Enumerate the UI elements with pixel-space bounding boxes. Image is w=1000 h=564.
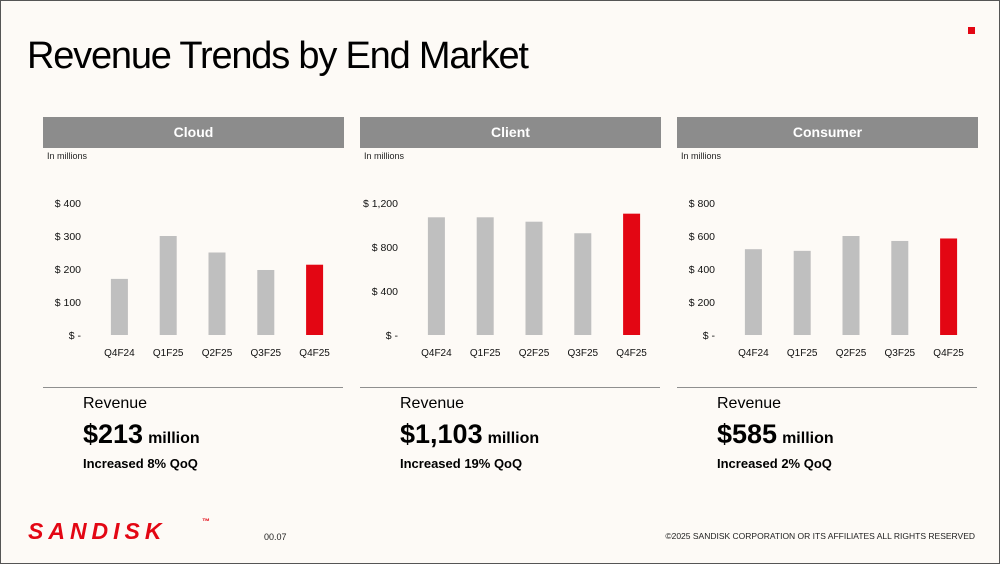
x-tick-label: Q1F25 [153, 348, 184, 359]
bar-chart-consumer: $ - $ 200 $ 400 $ 600 $ 800 Q4F24 Q1F25 Q2F25 Q3… [689, 198, 965, 359]
bar-q4f25 [306, 264, 324, 335]
y-tick-label: $ 400 [55, 198, 81, 210]
y-tick-label: $ - [69, 330, 82, 342]
bar-q4f25 [623, 213, 641, 335]
panel-consumer: Consumer In millions $ - $ 200 $ 400 $ 600 $… [677, 117, 978, 471]
bar-chart-client: $ - $ 400 $ 800 $ 1,200 Q4F24 Q1F25 Q2F25 Q3F25… [363, 198, 647, 359]
accent-square [968, 27, 975, 34]
revenue-unit: million [487, 430, 540, 447]
y-tick-label: $ 200 [689, 297, 715, 309]
revenue-value: $213 [83, 419, 144, 449]
panel-header: Cloud [43, 117, 344, 148]
sandisk-logo: SANDISK ™ [28, 517, 213, 544]
bar-q4f24 [427, 217, 445, 335]
units-label: In millions [681, 151, 722, 161]
y-tick-label: $ - [386, 330, 399, 342]
y-tick-label: $ 1,200 [363, 198, 398, 210]
revenue-label: Revenue [400, 395, 465, 412]
panel-cloud: Cloud In millions $ - $ 100 $ 200 $ 300 $ 40… [43, 117, 344, 471]
x-tick-label: Q4F24 [738, 348, 769, 359]
revenue-unit: million [782, 430, 834, 447]
revenue-value-row: $585 million [717, 420, 834, 453]
panel-client: Client In millions $ - $ 400 $ 800 $ 1,200 Q… [360, 117, 661, 471]
revenue-label: Revenue [83, 395, 148, 412]
x-tick-label: Q4F25 [933, 348, 964, 359]
x-tick-label: Q4F25 [299, 348, 330, 359]
panel-header: Client [360, 117, 661, 148]
x-tick-label: Q3F25 [885, 348, 916, 359]
page-number: 00.07 [264, 532, 287, 542]
x-tick-label: Q4F24 [104, 348, 135, 359]
trademark-symbol: ™ [202, 517, 210, 526]
logo-wordmark: SANDISK [28, 518, 167, 544]
bar-q4f24 [110, 278, 128, 335]
bar-q3f25 [574, 233, 592, 335]
bar-q3f25 [257, 269, 275, 335]
bar-chart-cloud: $ - $ 100 $ 200 $ 300 $ 400 Q4F24 Q1F25 Q2F25 Q3… [55, 198, 331, 359]
y-tick-label: $ 100 [55, 297, 81, 309]
x-tick-label: Q3F25 [568, 348, 599, 359]
bar-q3f25 [891, 240, 909, 335]
bar-q1f25 [476, 217, 494, 335]
panel-header: Consumer [677, 117, 978, 148]
revenue-change: Increased 2% QoQ [717, 456, 832, 471]
bar-q2f25 [842, 236, 860, 335]
bar-q1f25 [793, 250, 811, 335]
divider [677, 387, 977, 388]
y-tick-label: $ 800 [689, 198, 715, 210]
bar-q1f25 [159, 236, 177, 335]
y-tick-label: $ 300 [55, 231, 81, 243]
copyright-notice: ©2025 SANDISK CORPORATION OR ITS AFFILIA… [665, 531, 975, 541]
y-tick-label: $ - [703, 330, 716, 342]
revenue-summary: Revenue $213 million Increased 8% QoQ [83, 395, 200, 471]
divider [43, 387, 343, 388]
revenue-summary: Revenue $585 million Increased 2% QoQ [717, 395, 834, 471]
y-tick-label: $ 400 [689, 264, 715, 276]
units-label: In millions [47, 151, 88, 161]
revenue-value-row: $1,103 million [400, 420, 539, 453]
x-tick-label: Q4F25 [616, 348, 647, 359]
y-tick-label: $ 800 [372, 242, 398, 254]
x-tick-label: Q2F25 [202, 348, 233, 359]
revenue-value: $585 [717, 419, 778, 449]
x-tick-label: Q3F25 [251, 348, 282, 359]
x-tick-label: Q1F25 [787, 348, 818, 359]
page-title: Revenue Trends by End Market [27, 35, 529, 77]
y-tick-label: $ 600 [689, 231, 715, 243]
revenue-summary: Revenue $1,103 million Increased 19% QoQ [400, 395, 539, 471]
revenue-label: Revenue [717, 395, 782, 412]
y-tick-label: $ 200 [55, 264, 81, 276]
bar-q2f25 [208, 252, 226, 335]
divider [360, 387, 660, 388]
x-tick-label: Q2F25 [836, 348, 867, 359]
revenue-value-row: $213 million [83, 420, 200, 453]
bar-q2f25 [525, 221, 543, 335]
y-tick-label: $ 400 [372, 286, 398, 298]
revenue-value: $1,103 [400, 419, 483, 449]
revenue-unit: million [148, 430, 200, 447]
revenue-change: Increased 8% QoQ [83, 456, 198, 471]
revenue-change: Increased 19% QoQ [400, 456, 523, 471]
x-tick-label: Q4F24 [421, 348, 452, 359]
bar-q4f25 [940, 238, 958, 335]
x-tick-label: Q2F25 [519, 348, 550, 359]
bar-q4f24 [744, 249, 762, 335]
units-label: In millions [364, 151, 405, 161]
x-tick-label: Q1F25 [470, 348, 501, 359]
